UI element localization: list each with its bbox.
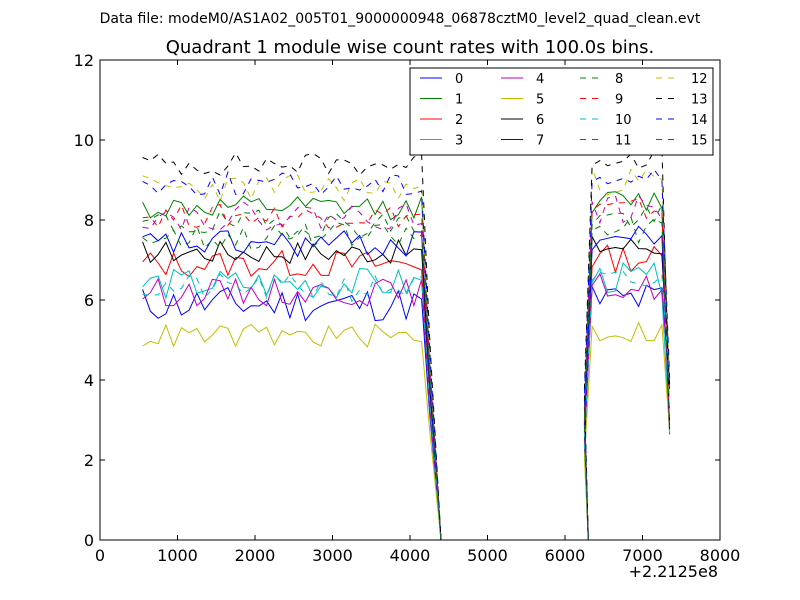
legend-label-7: 7 (536, 134, 544, 149)
series-line-0 (142, 284, 671, 541)
series-line-11 (142, 195, 671, 541)
axes: 0 1000 2000 3000 4000 5000 6000 7000 80000246810… (74, 51, 741, 565)
y-tick-label: 2 (84, 451, 94, 470)
series-line-9 (142, 198, 671, 541)
y-tick-label: 8 (84, 211, 94, 230)
x-tick-label: 4000 (390, 546, 431, 565)
x-tick-label: 5000 (467, 546, 508, 565)
series-line-5 (142, 321, 671, 541)
plot-lines (142, 144, 671, 541)
chart-title: Quadrant 1 module wise count rates with … (166, 37, 655, 58)
x-tick-label: 2000 (235, 546, 276, 565)
series-line-4 (142, 272, 671, 541)
legend-label-9: 9 (615, 93, 623, 108)
y-tick-label: 12 (74, 51, 94, 70)
legend-label-12: 12 (691, 72, 708, 87)
series-line-8 (142, 204, 671, 541)
x-offset-label: +2.2125e8 (629, 562, 718, 581)
series-line-6 (142, 234, 671, 541)
y-tick-label: 4 (84, 371, 94, 390)
legend-label-10: 10 (615, 113, 632, 128)
y-tick-label: 0 (84, 531, 94, 550)
legend-label-3: 3 (455, 134, 463, 149)
legend-label-13: 13 (691, 93, 708, 108)
series-line-7 (142, 225, 671, 541)
series-line-15 (142, 215, 671, 541)
chart-suptitle: Data file: modeM0/AS1A02_005T01_90000009… (100, 11, 701, 27)
legend-label-2: 2 (455, 113, 463, 128)
legend-label-1: 1 (455, 93, 463, 108)
legend-label-4: 4 (536, 72, 544, 87)
x-tick-label: 8000 (700, 546, 741, 565)
x-tick-label: 3000 (312, 546, 353, 565)
series-line-1 (142, 191, 671, 541)
series-line-13 (142, 144, 671, 541)
y-tick-label: 6 (84, 291, 94, 310)
x-tick-label: 0 (95, 546, 105, 565)
legend-label-11: 11 (615, 134, 632, 149)
legend-box (409, 67, 714, 156)
legend-label-5: 5 (536, 93, 544, 108)
legend-label-0: 0 (455, 72, 463, 87)
series-line-10 (142, 270, 671, 541)
y-tick-label: 10 (74, 131, 94, 150)
x-tick-label: 6000 (545, 546, 586, 565)
legend-label-6: 6 (536, 113, 544, 128)
legend-label-14: 14 (691, 113, 708, 128)
legend-label-8: 8 (615, 72, 623, 87)
x-tick-label: 1000 (157, 546, 198, 565)
legend-label-15: 15 (691, 134, 708, 149)
x-tick-label: 7000 (622, 546, 663, 565)
series-line-14 (142, 168, 671, 541)
